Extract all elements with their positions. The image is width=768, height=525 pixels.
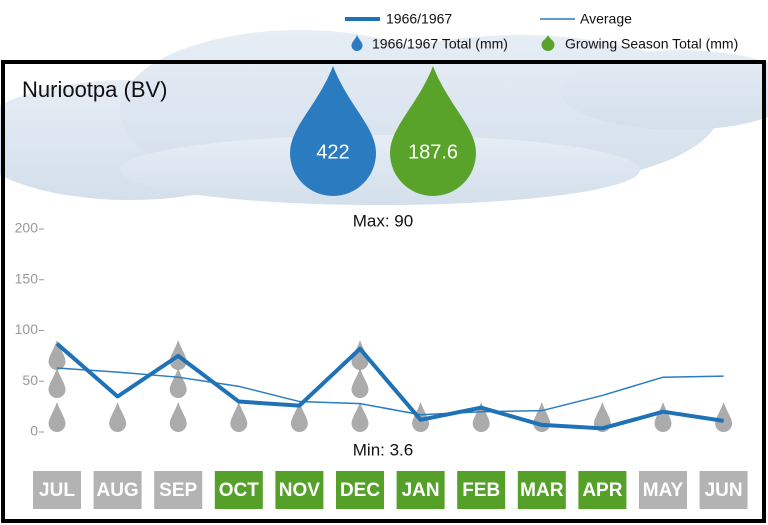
month-box xyxy=(699,471,748,509)
rain-drop-icon xyxy=(230,402,248,432)
annotation: Max: 90 xyxy=(353,211,413,230)
x-tick-label: JUL xyxy=(39,480,75,501)
y-tick-label: 50 xyxy=(22,372,38,388)
x-tick-label: OCT xyxy=(219,480,260,501)
x-tick-label: AUG xyxy=(96,480,138,501)
rain-drop-icon xyxy=(351,368,369,398)
legend-label: 1966/1967 xyxy=(386,11,452,27)
rain-drop-icon xyxy=(169,368,187,398)
month-box xyxy=(639,471,687,509)
annotation: Min: 3.6 xyxy=(353,440,413,459)
month-box xyxy=(457,471,506,509)
x-tick-label: JUN xyxy=(705,480,743,501)
month-box xyxy=(154,471,203,509)
rain-drop-icon xyxy=(351,402,369,432)
total-drop xyxy=(290,66,376,196)
month-box xyxy=(33,471,81,509)
y-tick-label: 150 xyxy=(15,270,39,286)
rain-drop-icon xyxy=(654,402,672,432)
rain-drop-icon xyxy=(169,402,187,432)
month-box xyxy=(214,471,263,509)
legend-drop xyxy=(351,35,363,52)
x-tick-label: APR xyxy=(582,480,622,501)
x-tick-label: JAN xyxy=(402,480,440,501)
x-tick-label: SEP xyxy=(159,480,197,501)
rain-drop-icon xyxy=(472,402,490,432)
y-tick-label: 0 xyxy=(30,423,38,439)
month-box xyxy=(336,471,384,509)
x-tick-label: MAR xyxy=(520,480,564,501)
cloud-background xyxy=(0,30,768,205)
legend-drop xyxy=(541,35,555,52)
total-value: 187.6 xyxy=(408,141,458,163)
legend-label: Growing Season Total (mm) xyxy=(565,36,738,52)
rain-drop-icon xyxy=(290,402,308,432)
month-box xyxy=(396,471,445,509)
rain-drop-icon xyxy=(533,402,551,432)
rain-drop-icon xyxy=(48,340,66,370)
total-drop xyxy=(390,66,476,196)
legend-label: Average xyxy=(580,11,632,27)
rain-drop-icon xyxy=(715,402,733,432)
rain-drop-icon xyxy=(48,402,66,432)
rain-drop-icon xyxy=(351,340,369,370)
month-box xyxy=(578,471,627,509)
total-value: 422 xyxy=(316,141,349,163)
chart-title: Nuriootpa (BV) xyxy=(22,77,168,102)
rain-drop-icon xyxy=(48,368,66,398)
month-box xyxy=(517,471,566,509)
x-tick-label: DEC xyxy=(340,480,380,501)
x-tick-label: MAY xyxy=(643,480,684,501)
rain-drop-icon xyxy=(109,402,127,432)
rain-drop-icon xyxy=(593,402,611,432)
series-line xyxy=(55,342,724,431)
month-box xyxy=(275,471,324,509)
x-tick-label: FEB xyxy=(462,480,500,501)
y-tick-label: 200 xyxy=(15,220,39,236)
month-box xyxy=(93,471,142,509)
legend-label: 1966/1967 Total (mm) xyxy=(372,36,508,52)
frame xyxy=(1,60,766,523)
y-tick-label: 100 xyxy=(15,321,39,337)
x-tick-label: NOV xyxy=(279,480,321,501)
series-line xyxy=(56,367,724,416)
